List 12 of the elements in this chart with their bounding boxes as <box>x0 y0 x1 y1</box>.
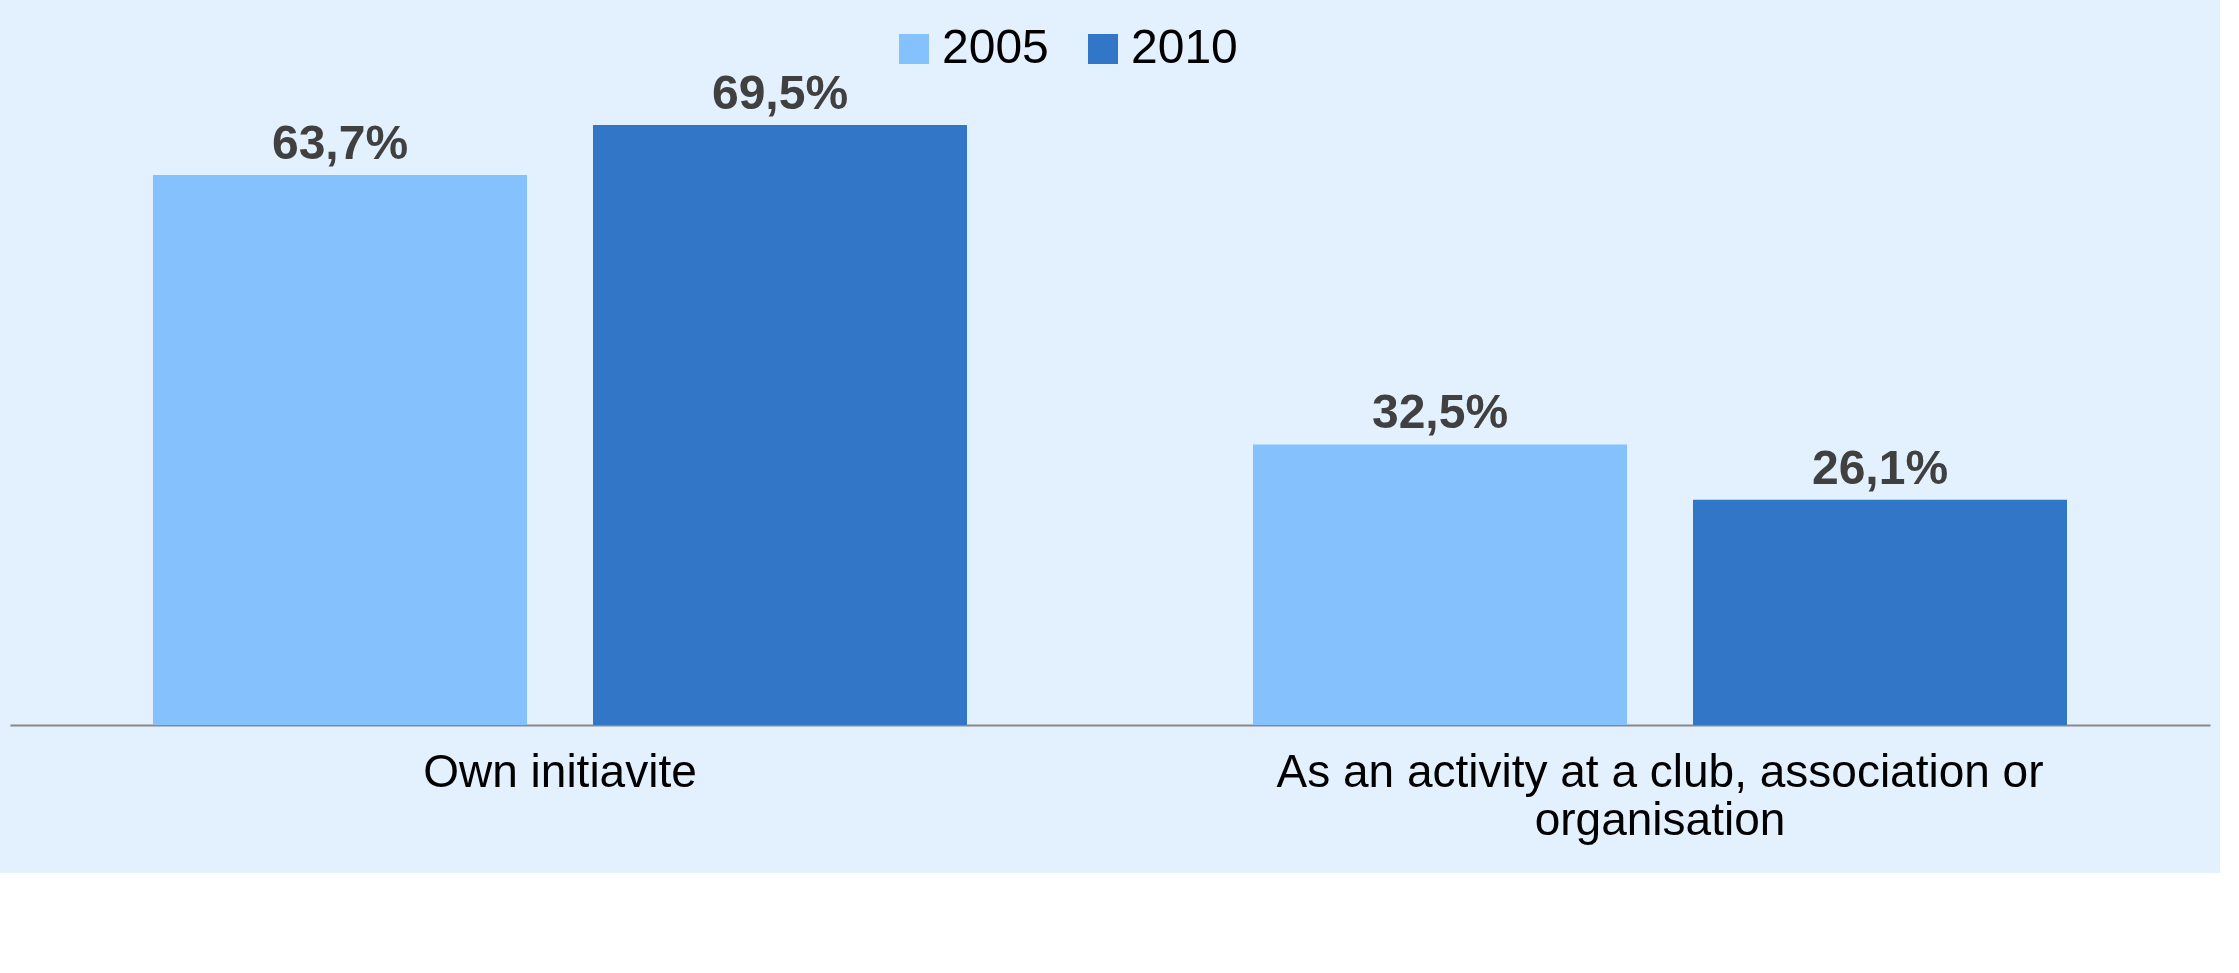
bar <box>153 175 527 725</box>
data-label: 32,5% <box>1371 385 1509 439</box>
legend-label: 2005 <box>942 20 1049 73</box>
x-tick-label: Own initiavite <box>423 744 697 797</box>
legend-label: 2010 <box>1131 20 1238 73</box>
data-label: 26,1% <box>1811 440 1949 494</box>
x-tick-label: As an activity at a club, association or organisation <box>1276 744 2044 845</box>
data-label: 63,7% <box>271 116 409 170</box>
bar <box>593 125 967 725</box>
bar <box>1253 444 1627 725</box>
bar <box>1693 499 2067 725</box>
data-label: 69,5% <box>711 66 849 119</box>
